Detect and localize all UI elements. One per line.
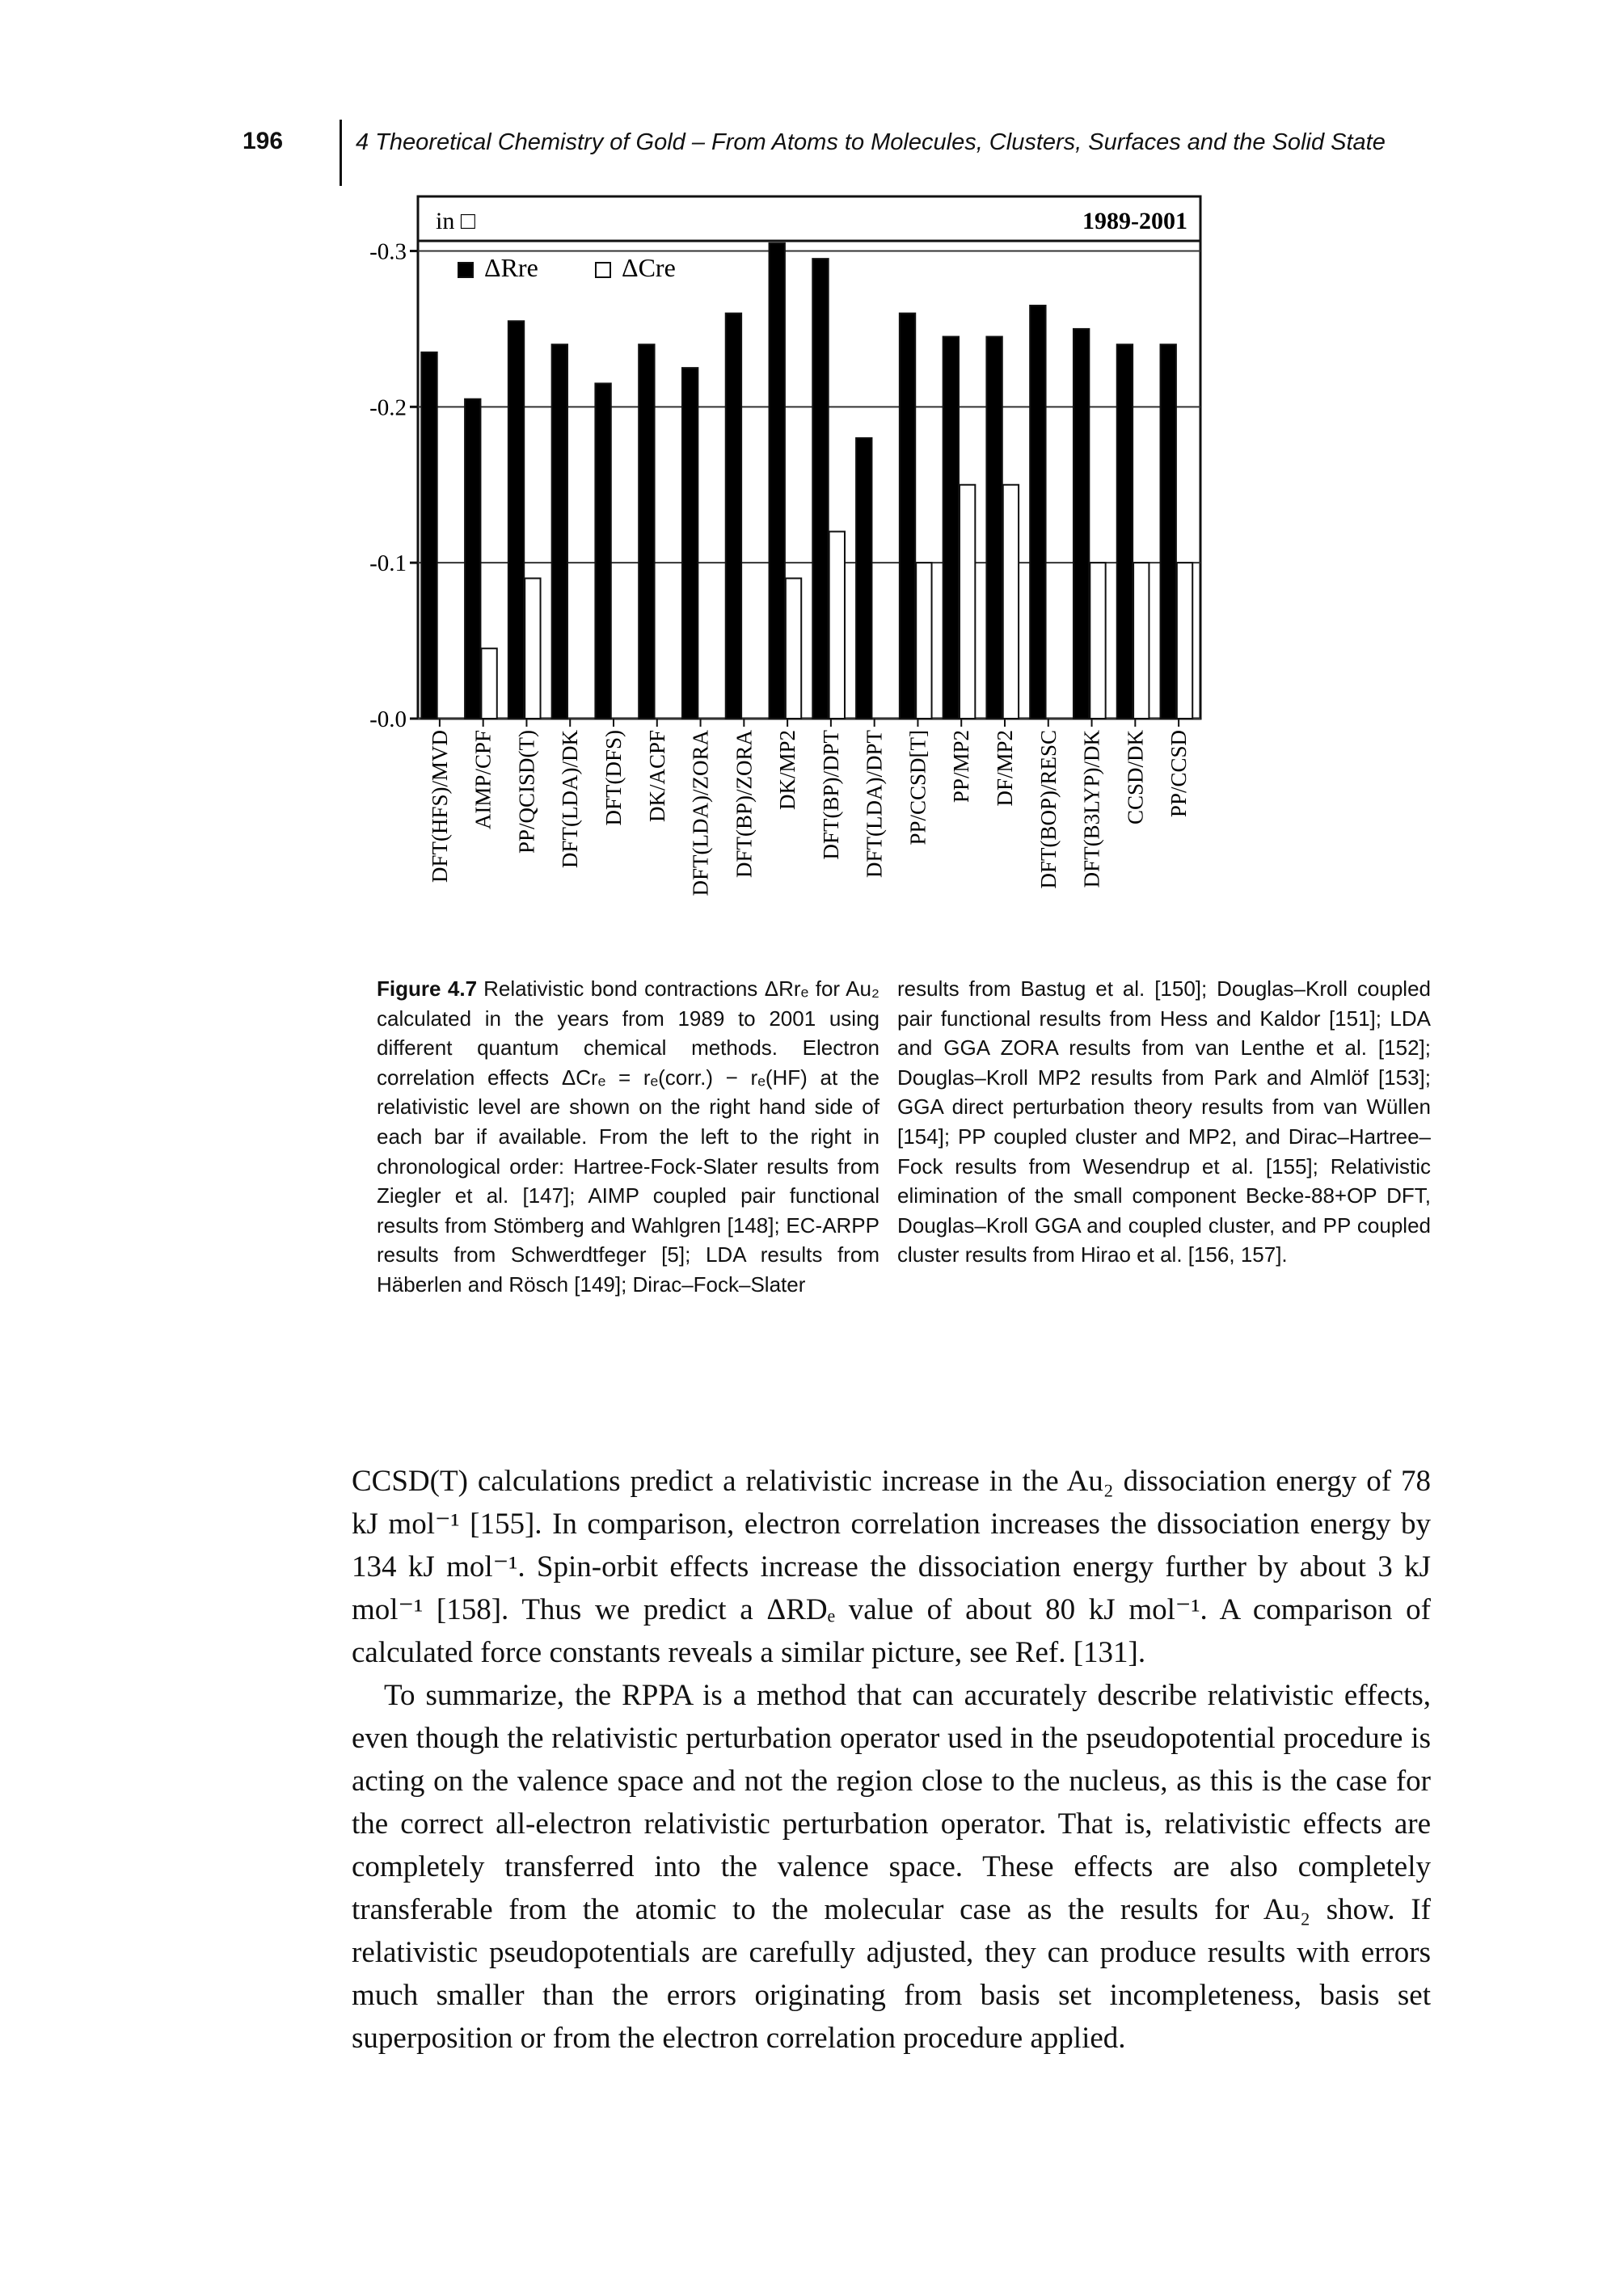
x-tick-label: DFT(B3LYP)/DK [1080,730,1104,888]
bar [1116,344,1134,719]
x-tick-label: DFT(LDA)/DPT [863,730,887,878]
x-tick-label: PP/CCSD[T] [905,730,930,846]
legend-label: ΔRre [484,253,538,282]
bar [1175,562,1194,719]
body-text: CCSD(T) calculations predict a relativis… [352,1460,1431,2060]
bar [464,398,482,719]
x-tick-label: DFT(LDA)/DK [558,730,582,868]
y-tick-label: -0.3 [369,238,407,264]
bar [420,351,438,719]
bar [480,647,498,719]
x-tick-label: DFT(BP)/DPT [819,730,843,860]
x-tick-label: DFT(LDA)/ZORA [689,730,713,896]
caption-right: results from Bastug et al. [150]; Dougla… [897,976,1431,1267]
bar [1159,344,1177,719]
legend-box [416,195,1202,242]
x-tick-label: DF/MP2 [993,730,1017,807]
x-tick-label: PP/CCSD [1166,730,1191,817]
bar [507,320,525,719]
chart: -0.0 -0.1 -0.2 -0.3 DFT(HFS)/MVD AIMP/CPF PP/Q… [369,195,1202,896]
x-tick-label: AIMP/CPF [471,730,496,829]
y-tick-label: -0.1 [369,550,407,576]
bar [828,530,846,719]
bar [784,577,803,719]
bar [985,335,1003,719]
caption-text: Relativistic bond contractions ΔRrₑ for … [377,976,879,1297]
bar [1029,304,1047,719]
x-tick-label: PP/QCISD(T) [514,730,538,854]
paragraph: To summarize, the RPPA is a method that … [352,1679,1431,2055]
bar [550,344,568,719]
x-tick-label: DK/ACPF [645,730,669,822]
caption-left: Figure 4.7 Relativistic bond contractions… [377,974,879,1300]
bar [812,258,829,719]
bar [524,577,542,719]
bar [898,312,917,719]
caption-label: Figure 4.7 [377,976,478,1001]
y-tick-label: -0.0 [369,706,407,732]
plot-frame [416,195,1202,720]
bar [594,382,612,719]
bar [915,562,933,719]
x-tick-label: PP/MP2 [949,730,973,803]
bar [681,367,699,719]
x-tick-label: DFT(HFS)/MVD [428,730,452,883]
y-tick-label: -0.2 [369,394,407,420]
bar [1072,327,1090,719]
paragraph: CCSD(T) calculations predict a relativis… [352,1465,1431,1669]
bar [958,483,977,719]
annotation: 1989-2001 [1082,208,1187,234]
bar [1133,562,1150,719]
bar [768,242,786,719]
bar [855,436,873,719]
header-rule [340,120,342,186]
page-number: 196 [243,128,284,154]
bar [1089,562,1107,719]
bar [724,312,743,719]
x-tick-label: DFT(BP)/ZORA [732,729,756,878]
x-tick-label: DFT(DFS) [601,730,626,826]
running-title: 4 Theoretical Chemistry of Gold – From A… [356,129,1386,155]
bar [942,335,960,719]
bar [1002,483,1020,719]
annotation: in □ [436,208,476,234]
legend-label: ΔCre [622,253,676,282]
legend-swatch [458,262,474,278]
x-tick-label: CCSD/DK [1123,729,1147,824]
x-tick-label: DFT(BOP)/RESC [1036,730,1061,889]
x-tick-label: DK/MP2 [775,730,799,810]
bar [638,344,656,719]
legend-swatch [595,262,611,278]
